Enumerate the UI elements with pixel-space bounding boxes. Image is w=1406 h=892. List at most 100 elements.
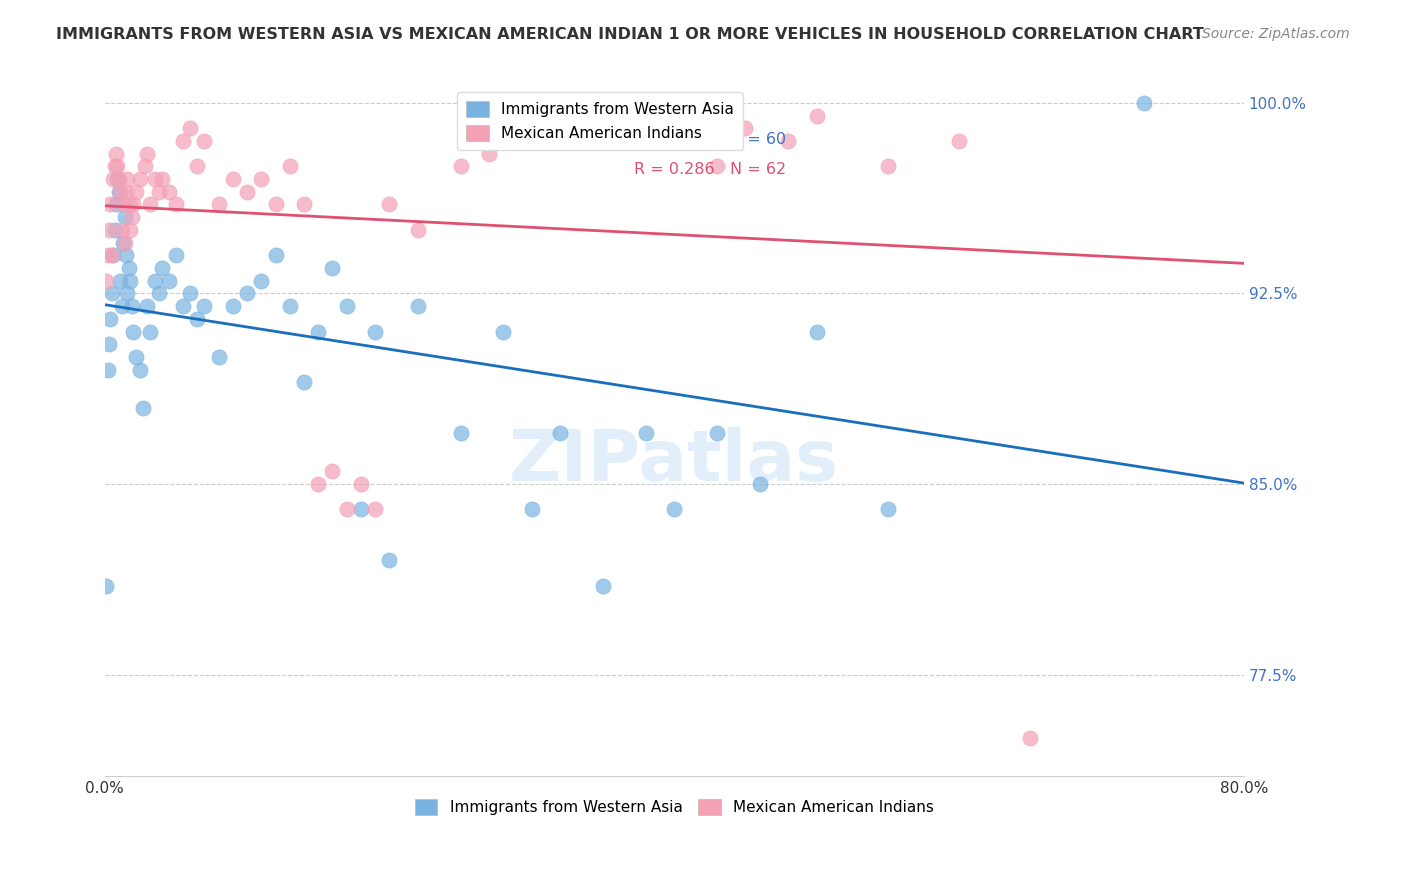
Point	[664, 121, 686, 136]
Point	[105, 146, 128, 161]
Point	[121, 210, 143, 224]
Point	[117, 286, 139, 301]
Point	[550, 121, 572, 136]
Point	[186, 160, 208, 174]
Point	[114, 210, 136, 224]
Point	[193, 299, 215, 313]
Point	[108, 172, 131, 186]
Point	[478, 146, 501, 161]
Point	[129, 362, 152, 376]
Point	[143, 172, 166, 186]
Point	[148, 286, 170, 301]
Point	[236, 286, 259, 301]
Point	[706, 426, 728, 441]
Point	[115, 248, 138, 262]
Point	[107, 172, 129, 186]
Text: ZIPatlas: ZIPatlas	[509, 427, 839, 496]
Point	[450, 160, 472, 174]
Point	[378, 197, 401, 211]
Point	[222, 172, 245, 186]
Point	[94, 579, 117, 593]
Point	[1133, 95, 1156, 110]
Point	[336, 502, 359, 516]
Point	[103, 172, 125, 186]
Point	[115, 185, 138, 199]
Point	[132, 401, 155, 415]
Point	[139, 325, 162, 339]
Point	[103, 248, 125, 262]
Point	[520, 134, 543, 148]
Point	[378, 553, 401, 567]
Point	[186, 311, 208, 326]
Point	[592, 121, 614, 136]
Point	[307, 325, 329, 339]
Point	[107, 160, 129, 174]
Point	[406, 223, 429, 237]
Point	[520, 502, 543, 516]
Point	[134, 160, 156, 174]
Point	[110, 274, 132, 288]
Point	[121, 299, 143, 313]
Point	[550, 426, 572, 441]
Point	[120, 274, 142, 288]
Point	[336, 299, 359, 313]
Point	[143, 274, 166, 288]
Point	[150, 172, 173, 186]
Point	[948, 134, 970, 148]
Point	[250, 274, 273, 288]
Point	[114, 235, 136, 250]
Point	[111, 223, 134, 237]
Point	[292, 376, 315, 390]
Point	[278, 160, 301, 174]
Point	[139, 197, 162, 211]
Point	[101, 286, 124, 301]
Point	[179, 121, 201, 136]
Point	[207, 197, 229, 211]
Point	[876, 160, 898, 174]
Point	[136, 146, 159, 161]
Point	[172, 134, 194, 148]
Point	[94, 274, 117, 288]
Point	[96, 248, 118, 262]
Text: R = 0.192   N = 60: R = 0.192 N = 60	[634, 132, 786, 147]
Point	[97, 223, 120, 237]
Point	[117, 172, 139, 186]
Point	[748, 477, 770, 491]
Point	[172, 299, 194, 313]
Point	[364, 502, 387, 516]
Point	[105, 197, 128, 211]
Point	[118, 260, 141, 275]
Point	[350, 477, 373, 491]
Point	[364, 325, 387, 339]
Point	[98, 197, 121, 211]
Point	[278, 299, 301, 313]
Point	[101, 248, 124, 262]
Point	[179, 286, 201, 301]
Point	[118, 197, 141, 211]
Point	[148, 185, 170, 199]
Text: Source: ZipAtlas.com: Source: ZipAtlas.com	[1202, 27, 1350, 41]
Point	[292, 197, 315, 211]
Point	[104, 223, 127, 237]
Point	[492, 325, 515, 339]
Point	[96, 362, 118, 376]
Point	[806, 325, 828, 339]
Point	[120, 223, 142, 237]
Point	[1019, 731, 1042, 745]
Point	[634, 134, 657, 148]
Point	[222, 299, 245, 313]
Point	[125, 350, 148, 364]
Point	[112, 235, 135, 250]
Point	[129, 172, 152, 186]
Point	[406, 299, 429, 313]
Point	[634, 426, 657, 441]
Text: R = 0.286   N = 62: R = 0.286 N = 62	[634, 161, 786, 177]
Point	[97, 337, 120, 351]
Point	[778, 134, 800, 148]
Point	[350, 502, 373, 516]
Point	[321, 260, 343, 275]
Point	[110, 185, 132, 199]
Point	[112, 197, 135, 211]
Point	[98, 311, 121, 326]
Point	[706, 160, 728, 174]
